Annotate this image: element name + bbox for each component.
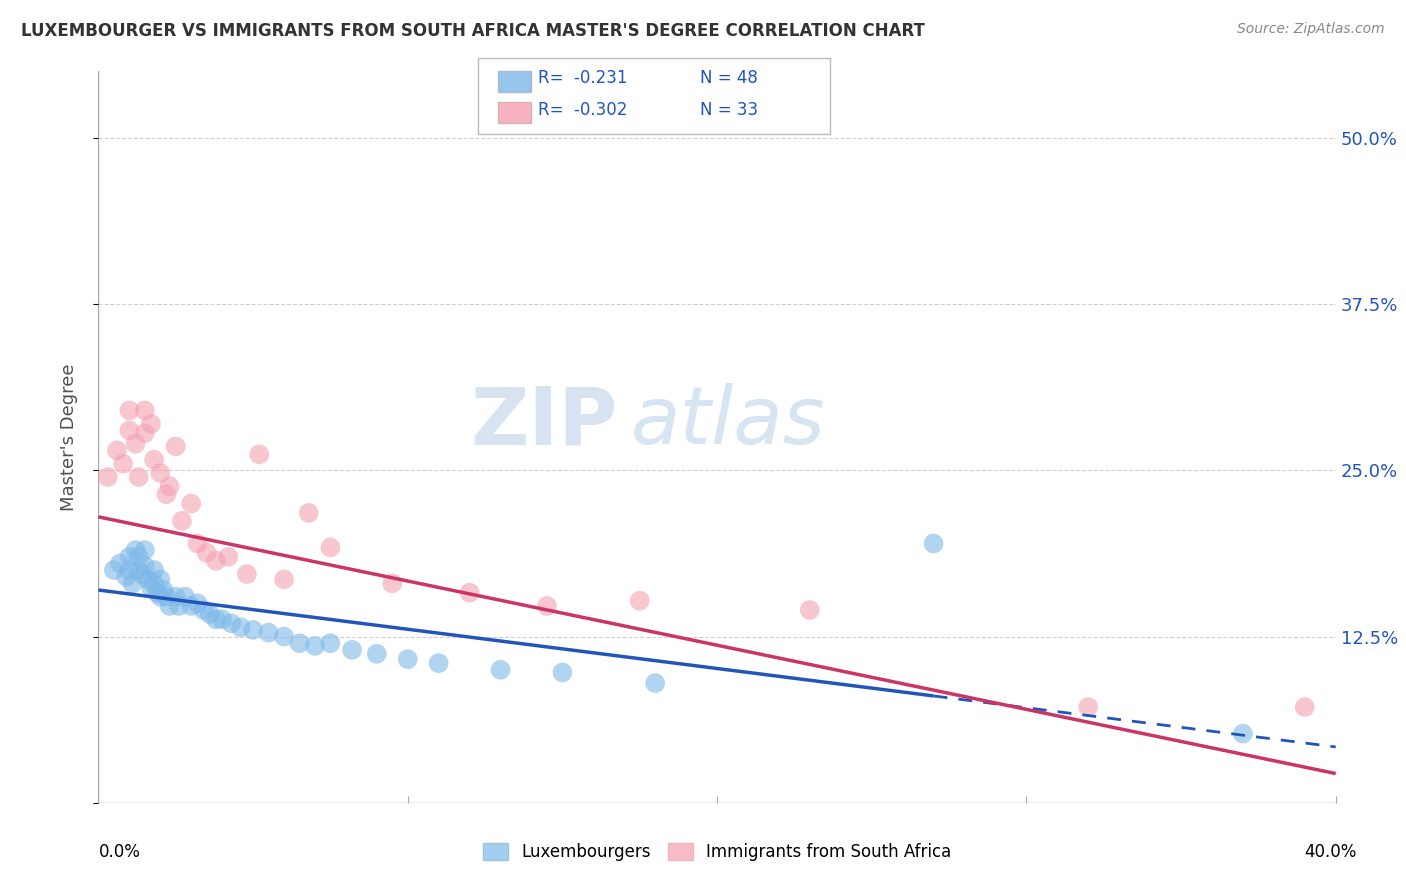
Point (112, 457, 135, 471)
Point (229, 620, 252, 634)
Point (121, 576, 143, 591)
Point (124, 436, 146, 450)
Point (152, 582, 174, 597)
Text: atlas: atlas (630, 384, 825, 461)
Point (155, 487, 177, 501)
Point (381, 576, 404, 591)
Text: ZIP: ZIP (471, 384, 619, 461)
Point (97, 470, 120, 484)
Point (217, 549, 239, 564)
Point (159, 479, 181, 493)
Text: N = 48: N = 48 (700, 69, 758, 87)
Point (242, 623, 264, 637)
Point (628, 593, 651, 607)
Point (134, 559, 156, 574)
Point (143, 452, 166, 467)
Text: R=  -0.302: R= -0.302 (538, 101, 628, 119)
Point (236, 567, 259, 582)
Point (136, 573, 159, 587)
Point (149, 590, 172, 604)
Point (319, 541, 342, 555)
Point (143, 563, 166, 577)
Point (186, 536, 208, 550)
Point (458, 585, 481, 599)
Point (298, 506, 321, 520)
Point (205, 554, 228, 568)
Point (118, 563, 141, 577)
Point (118, 403, 141, 417)
Point (174, 590, 197, 604)
Point (799, 603, 821, 617)
Point (340, 643, 363, 657)
Point (180, 599, 202, 613)
Point (128, 549, 150, 564)
Point (105, 443, 128, 458)
Point (118, 424, 141, 438)
Point (1294, 700, 1316, 714)
Point (551, 665, 574, 680)
Point (366, 647, 388, 661)
Point (273, 630, 295, 644)
Point (115, 570, 138, 584)
Point (1077, 700, 1099, 714)
Point (165, 439, 187, 453)
Point (273, 573, 295, 587)
Text: N = 33: N = 33 (700, 101, 758, 119)
Point (134, 543, 156, 558)
Point (170, 514, 193, 528)
Point (103, 563, 125, 577)
Point (536, 599, 558, 613)
Point (149, 466, 172, 480)
Point (193, 603, 215, 617)
Point (319, 636, 342, 650)
Point (427, 656, 450, 670)
Point (304, 639, 326, 653)
Point (143, 576, 166, 591)
Point (149, 573, 172, 587)
Point (221, 616, 243, 631)
Point (167, 599, 190, 613)
Text: 0.0%: 0.0% (98, 843, 141, 861)
Point (1232, 726, 1254, 740)
Text: R=  -0.231: R= -0.231 (538, 69, 628, 87)
Point (131, 567, 153, 582)
Point (159, 599, 181, 613)
Point (128, 563, 150, 577)
Point (489, 663, 512, 677)
Point (644, 676, 666, 690)
Point (165, 590, 187, 604)
Point (108, 557, 131, 571)
Point (134, 426, 156, 441)
Text: Source: ZipAtlas.com: Source: ZipAtlas.com (1237, 22, 1385, 37)
Point (211, 612, 233, 626)
Point (195, 546, 218, 560)
Point (155, 590, 177, 604)
Point (180, 497, 202, 511)
Y-axis label: Master's Degree: Master's Degree (59, 363, 77, 511)
Point (118, 549, 141, 564)
Legend: Luxembourgers, Immigrants from South Africa: Luxembourgers, Immigrants from South Afr… (477, 836, 957, 868)
Text: 40.0%: 40.0% (1305, 843, 1357, 861)
Point (247, 447, 270, 461)
Text: LUXEMBOURGER VS IMMIGRANTS FROM SOUTH AFRICA MASTER'S DEGREE CORRELATION CHART: LUXEMBOURGER VS IMMIGRANTS FROM SOUTH AF… (21, 22, 925, 40)
Point (257, 625, 280, 640)
Point (139, 417, 162, 431)
Point (124, 543, 146, 558)
Point (396, 652, 419, 666)
Point (186, 596, 208, 610)
Point (128, 470, 150, 484)
Point (288, 636, 311, 650)
Point (134, 403, 156, 417)
Point (922, 536, 945, 550)
Point (146, 585, 169, 599)
Point (205, 612, 228, 626)
Point (139, 580, 162, 594)
Point (198, 607, 221, 621)
